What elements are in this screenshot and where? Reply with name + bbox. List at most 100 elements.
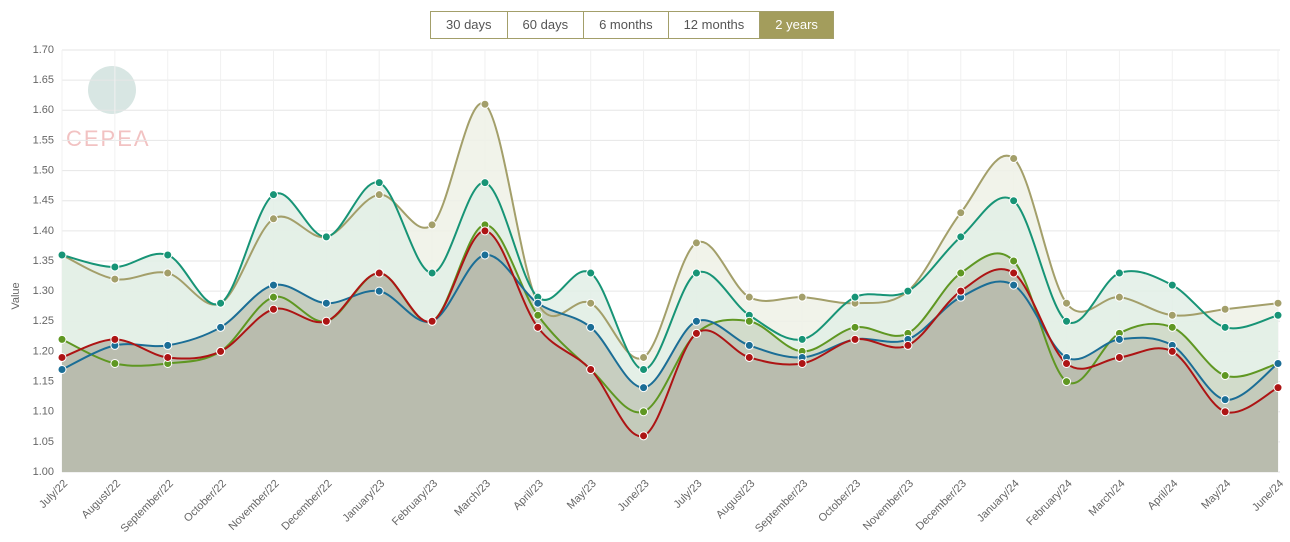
point bbox=[163, 268, 173, 278]
x-tick-label: May/24 bbox=[1199, 478, 1233, 512]
point bbox=[1273, 298, 1283, 308]
point bbox=[268, 190, 278, 200]
x-tick-label: November/22 bbox=[226, 478, 281, 533]
x-tick-label: December/23 bbox=[914, 478, 969, 533]
point bbox=[57, 365, 67, 375]
x-tick-label: March/23 bbox=[452, 478, 493, 519]
point bbox=[744, 352, 754, 362]
logo-globe bbox=[88, 66, 136, 114]
x-tick-label: November/23 bbox=[861, 478, 916, 533]
point bbox=[216, 322, 226, 332]
point bbox=[216, 298, 226, 308]
y-tick-label: 1.35 bbox=[33, 255, 54, 267]
point bbox=[1220, 371, 1230, 381]
point bbox=[163, 340, 173, 350]
range-selector: 30 days 60 days 6 months 12 months 2 years bbox=[430, 11, 834, 39]
point bbox=[586, 365, 596, 375]
point bbox=[321, 316, 331, 326]
x-tick-label: May/23 bbox=[565, 478, 599, 512]
range-button[interactable]: 6 months bbox=[583, 12, 667, 38]
point bbox=[1114, 352, 1124, 362]
point bbox=[1220, 304, 1230, 314]
x-tick-label: January/24 bbox=[975, 478, 1022, 525]
point bbox=[1167, 280, 1177, 290]
point bbox=[110, 274, 120, 284]
x-tick-label: June/24 bbox=[1250, 478, 1286, 514]
point bbox=[586, 298, 596, 308]
point bbox=[374, 190, 384, 200]
point bbox=[321, 298, 331, 308]
point bbox=[427, 220, 437, 230]
x-tick-label: April/23 bbox=[511, 478, 546, 513]
point bbox=[110, 262, 120, 272]
y-tick-label: 1.50 bbox=[33, 164, 54, 176]
x-tick-label: October/23 bbox=[816, 478, 863, 525]
point bbox=[850, 322, 860, 332]
x-tick-label: July/23 bbox=[671, 478, 704, 511]
point bbox=[956, 232, 966, 242]
point bbox=[1167, 310, 1177, 320]
x-tick-label: August/23 bbox=[714, 478, 758, 522]
point bbox=[691, 238, 701, 248]
point bbox=[1062, 316, 1072, 326]
point bbox=[1114, 292, 1124, 302]
range-button[interactable]: 30 days bbox=[446, 17, 492, 32]
point bbox=[268, 304, 278, 314]
point bbox=[850, 334, 860, 344]
point bbox=[797, 292, 807, 302]
point bbox=[1009, 154, 1019, 164]
point bbox=[110, 358, 120, 368]
y-tick-label: 1.25 bbox=[33, 315, 54, 327]
point bbox=[163, 250, 173, 260]
point bbox=[1114, 334, 1124, 344]
point bbox=[586, 268, 596, 278]
point bbox=[1167, 346, 1177, 356]
point bbox=[1009, 256, 1019, 266]
y-tick-label: 1.15 bbox=[33, 375, 54, 387]
point bbox=[1167, 322, 1177, 332]
x-tick-label: January/23 bbox=[340, 478, 387, 525]
point bbox=[639, 431, 649, 441]
point bbox=[691, 268, 701, 278]
point bbox=[480, 226, 490, 236]
y-tick-label: 1.10 bbox=[33, 406, 54, 418]
point bbox=[57, 250, 67, 260]
point bbox=[1220, 322, 1230, 332]
point bbox=[956, 208, 966, 218]
point bbox=[374, 268, 384, 278]
point bbox=[639, 365, 649, 375]
point bbox=[1273, 358, 1283, 368]
point bbox=[1273, 310, 1283, 320]
point bbox=[427, 316, 437, 326]
point bbox=[639, 352, 649, 362]
x-tick-label: June/23 bbox=[616, 478, 652, 514]
point bbox=[850, 292, 860, 302]
point bbox=[427, 268, 437, 278]
y-axis-label: Value bbox=[10, 282, 22, 309]
point bbox=[1114, 268, 1124, 278]
range-button[interactable]: 60 days bbox=[506, 12, 584, 38]
y-tick-label: 1.60 bbox=[33, 104, 54, 116]
y-tick-label: 1.55 bbox=[33, 134, 54, 146]
point bbox=[1009, 196, 1019, 206]
point bbox=[797, 358, 807, 368]
point bbox=[1273, 383, 1283, 393]
range-button[interactable]: 2 years bbox=[759, 12, 833, 38]
x-tick-label: March/24 bbox=[1087, 478, 1128, 519]
point bbox=[956, 268, 966, 278]
point bbox=[691, 316, 701, 326]
x-tick-label: February/23 bbox=[390, 478, 440, 528]
point bbox=[1062, 377, 1072, 387]
point bbox=[691, 328, 701, 338]
point bbox=[797, 334, 807, 344]
point bbox=[639, 407, 649, 417]
point bbox=[110, 334, 120, 344]
point bbox=[374, 286, 384, 296]
y-tick-label: 1.70 bbox=[33, 44, 54, 56]
point bbox=[57, 334, 67, 344]
range-button[interactable]: 12 months bbox=[667, 12, 760, 38]
point bbox=[744, 316, 754, 326]
y-tick-label: 1.30 bbox=[33, 285, 54, 297]
y-tick-label: 1.00 bbox=[33, 466, 54, 478]
